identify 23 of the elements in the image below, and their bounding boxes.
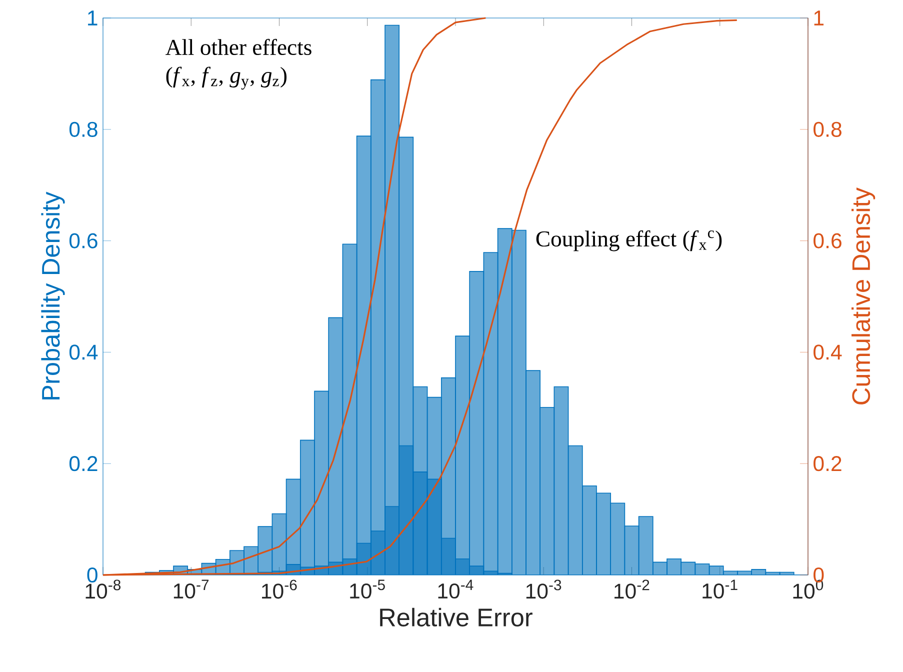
x-axis-title: Relative Error bbox=[380, 608, 532, 626]
y-tick-label: 0.4 bbox=[69, 344, 98, 360]
y2-tick-label: 0.4 bbox=[814, 344, 842, 360]
y-tick-label: 1 bbox=[88, 10, 98, 26]
y2-tick-label: 0.2 bbox=[814, 456, 842, 472]
y2-axis-title: Cumulative Density bbox=[852, 188, 876, 404]
x-tick-label: 10$^{-4}$ bbox=[438, 580, 474, 599]
annotation: Coupling effect (f$_{x}$$^{c}$) bbox=[536, 230, 722, 252]
x-tick-label: 10$^{-5}$ bbox=[350, 580, 385, 599]
y-tick-label: 0.8 bbox=[69, 122, 98, 137]
x-tick-label: 10$^{-7}$ bbox=[174, 580, 209, 599]
y-tick-label: 0.2 bbox=[69, 456, 98, 472]
y2-tick-label: 1 bbox=[814, 10, 824, 26]
y2-tick-label: 0.6 bbox=[814, 233, 842, 248]
x-tick-label: 10$^{-6}$ bbox=[262, 580, 297, 599]
x-tick-label: 10$^{-1}$ bbox=[702, 580, 738, 599]
x-tick-label: 10$^{-2}$ bbox=[614, 580, 650, 599]
x-tick-label: 10$^{-3}$ bbox=[526, 580, 562, 599]
annotation: All other effects bbox=[166, 38, 312, 56]
y-axis-title: Probability Density bbox=[41, 192, 65, 400]
text: (f$_{x}$, f$_{z}$, g$_{y}$, g$_{z}$) bbox=[166, 66, 286, 90]
y-tick-label: 0.6 bbox=[69, 233, 98, 248]
y2-tick-label: 0.8 bbox=[814, 122, 842, 137]
